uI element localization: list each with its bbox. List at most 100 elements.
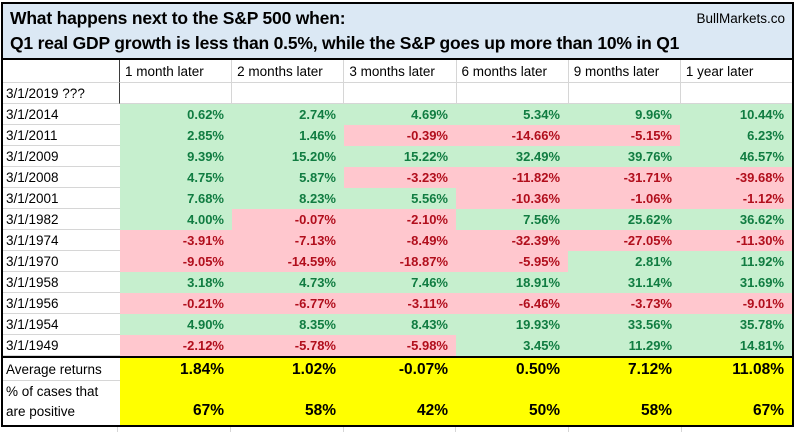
- page-title: What happens next to the S&P 500 when:: [10, 7, 346, 28]
- return-cell: -2.12%: [120, 335, 232, 356]
- page-subtitle: Q1 real GDP growth is less than 0.5%, wh…: [10, 33, 680, 53]
- empty-cell: [344, 83, 457, 104]
- return-cell: -9.01%: [680, 293, 792, 314]
- return-cell: -14.66%: [456, 125, 568, 146]
- return-cell: -0.39%: [344, 125, 456, 146]
- returns-table: 1 month later 2 months later 3 months late…: [1, 60, 794, 427]
- row-label: 3/1/1954: [3, 314, 120, 335]
- return-cell: 4.90%: [120, 314, 232, 335]
- return-cell: 4.75%: [120, 167, 232, 188]
- return-cell: -27.05%: [568, 230, 680, 251]
- return-cell: 35.78%: [680, 314, 792, 335]
- empty-cell: [232, 83, 345, 104]
- summary-cell: 67%: [680, 381, 792, 425]
- return-cell: -5.98%: [344, 335, 456, 356]
- return-cell: 1.46%: [232, 125, 344, 146]
- return-cell: 19.93%: [456, 314, 568, 335]
- summary-cell: 7.12%: [568, 358, 680, 381]
- return-cell: 39.76%: [568, 146, 680, 167]
- return-cell: 31.14%: [568, 272, 680, 293]
- brand-watermark: BullMarkets.co: [696, 10, 785, 26]
- row-label: 3/1/2001: [3, 188, 120, 209]
- title-box: What happens next to the S&P 500 when: B…: [1, 2, 794, 60]
- summary-cell: 42%: [344, 381, 456, 425]
- table-row: 3/1/2001 7.68% 8.23% 5.56% -10.36% -1.06% -1.1…: [3, 188, 792, 209]
- return-cell: 9.96%: [568, 104, 680, 125]
- return-cell: 11.92%: [680, 251, 792, 272]
- return-cell: -5.15%: [568, 125, 680, 146]
- row-label: % of cases that are positive: [3, 381, 120, 425]
- row-label: 3/1/1982: [3, 209, 120, 230]
- return-cell: -3.23%: [344, 167, 456, 188]
- row-label: 3/1/2011: [3, 125, 120, 146]
- return-cell: -5.95%: [456, 251, 568, 272]
- return-cell: 7.56%: [456, 209, 568, 230]
- column-header: 6 months later: [456, 60, 569, 83]
- return-cell: -1.06%: [568, 188, 680, 209]
- table-row: 3/1/1954 4.90% 8.35% 8.43% 19.93% 33.56% 35.78…: [3, 314, 792, 335]
- return-cell: -10.36%: [456, 188, 568, 209]
- return-cell: 36.62%: [680, 209, 792, 230]
- average-returns-row: Average returns 1.84% 1.02% -0.07% 0.50% 7.12…: [3, 356, 792, 381]
- table-row: 3/1/1970 -9.05% -14.59% -18.87% -5.95% 2.81% 1…: [3, 251, 792, 272]
- return-cell: 31.69%: [680, 272, 792, 293]
- row-label: 3/1/1956: [3, 293, 120, 314]
- return-cell: 46.57%: [680, 146, 792, 167]
- return-cell: 7.68%: [120, 188, 232, 209]
- subtitle-row: Q1 real GDP growth is less than 0.5%, wh…: [10, 31, 785, 56]
- table-row: 3/1/2011 2.85% 1.46% -0.39% -14.66% -5.15% 6.2…: [3, 125, 792, 146]
- return-cell: 14.81%: [680, 335, 792, 356]
- return-cell: 5.87%: [232, 167, 344, 188]
- return-cell: -3.73%: [568, 293, 680, 314]
- empty-cell: [120, 83, 233, 104]
- return-cell: 18.91%: [456, 272, 568, 293]
- return-cell: -31.71%: [568, 167, 680, 188]
- return-cell: -0.07%: [232, 209, 344, 230]
- table-row: 3/1/1982 4.00% -0.07% -2.10% 7.56% 25.62% 36.6…: [3, 209, 792, 230]
- return-cell: 0.62%: [120, 104, 232, 125]
- return-cell: -0.21%: [120, 293, 232, 314]
- percent-positive-row: % of cases that are positive 67% 58% 42% 50%…: [3, 381, 792, 425]
- return-cell: 15.20%: [232, 146, 344, 167]
- table-row: 3/1/1974 -3.91% -7.13% -8.49% -32.39% -27.05%…: [3, 230, 792, 251]
- row-label: 3/1/1958: [3, 272, 120, 293]
- row-label: Average returns: [3, 358, 120, 381]
- row-label: 3/1/1974: [3, 230, 120, 251]
- return-cell: -11.82%: [456, 167, 568, 188]
- return-cell: 3.18%: [120, 272, 232, 293]
- row-label: 3/1/1970: [3, 251, 120, 272]
- return-cell: 5.34%: [456, 104, 568, 125]
- summary-cell: 11.08%: [680, 358, 792, 381]
- column-header: 2 months later: [232, 60, 345, 83]
- return-cell: -9.05%: [120, 251, 232, 272]
- return-cell: -7.13%: [232, 230, 344, 251]
- summary-cell: 58%: [568, 381, 680, 425]
- empty-cell: [568, 83, 681, 104]
- title-row: What happens next to the S&P 500 when: B…: [10, 5, 785, 31]
- return-cell: 2.85%: [120, 125, 232, 146]
- column-header-row: 1 month later 2 months later 3 months late…: [3, 60, 793, 83]
- row-label: 3/1/2008: [3, 167, 120, 188]
- return-cell: 4.69%: [344, 104, 456, 125]
- return-cell: -8.49%: [344, 230, 456, 251]
- table-row: 3/1/1958 3.18% 4.73% 7.46% 18.91% 31.14% 31.69…: [3, 272, 792, 293]
- column-header: 1 month later: [120, 60, 233, 83]
- summary-cell: 50%: [456, 381, 568, 425]
- summary-cell: 1.84%: [120, 358, 232, 381]
- return-cell: -5.78%: [232, 335, 344, 356]
- return-cell: 10.44%: [680, 104, 792, 125]
- summary-cell: -0.07%: [344, 358, 456, 381]
- return-cell: -2.10%: [344, 209, 456, 230]
- return-cell: 7.46%: [344, 272, 456, 293]
- table-row: 3/1/2014 0.62% 2.74% 4.69% 5.34% 9.96% 10.44%: [3, 104, 792, 125]
- return-cell: 2.81%: [568, 251, 680, 272]
- column-header: 3 months later: [344, 60, 457, 83]
- column-header: 1 year later: [680, 60, 793, 83]
- return-cell: -11.30%: [680, 230, 792, 251]
- summary-cell: 0.50%: [456, 358, 568, 381]
- table-row: 3/1/2008 4.75% 5.87% -3.23% -11.82% -31.71% -3…: [3, 167, 792, 188]
- empty-cell: [680, 83, 793, 104]
- return-cell: 6.23%: [680, 125, 792, 146]
- return-cell: 25.62%: [568, 209, 680, 230]
- return-cell: -3.11%: [344, 293, 456, 314]
